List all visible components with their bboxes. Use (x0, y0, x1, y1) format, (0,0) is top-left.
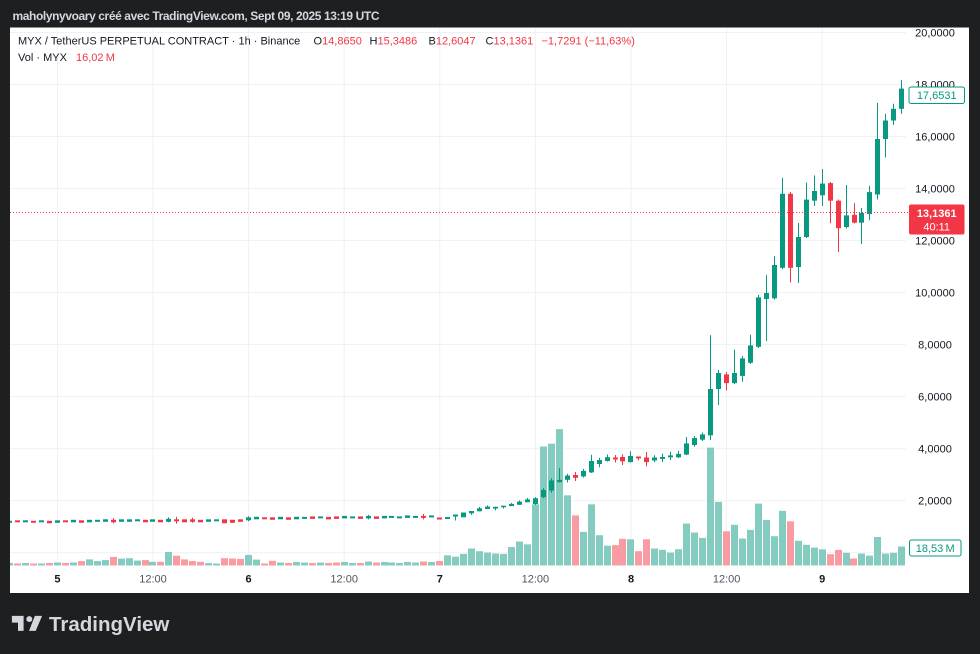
svg-text:6: 6 (246, 574, 252, 586)
svg-text:6,0000: 6,0000 (918, 392, 952, 404)
svg-text:12:00: 12:00 (139, 574, 167, 586)
svg-text:Vol · MYX: Vol · MYX (18, 52, 68, 64)
svg-text:MYX / TetherUS PERPETUAL CONTR: MYX / TetherUS PERPETUAL CONTRACT · 1h ·… (18, 36, 300, 48)
svg-text:13,1361: 13,1361 (917, 208, 957, 220)
svg-text:18,53 M: 18,53 M (916, 543, 955, 555)
svg-text:20,0000: 20,0000 (915, 27, 955, 39)
svg-text:2,0000: 2,0000 (918, 496, 952, 508)
svg-text:16,0000: 16,0000 (915, 131, 955, 143)
svg-text:16,02 M: 16,02 M (76, 52, 115, 64)
svg-text:12:00: 12:00 (522, 574, 550, 586)
svg-text:17,6531: 17,6531 (917, 90, 957, 102)
svg-text:10,0000: 10,0000 (915, 288, 955, 300)
svg-text:maholynyvoary créé avec Tradin: maholynyvoary créé avec TradingView.com,… (13, 9, 380, 23)
svg-text:7: 7 (437, 574, 443, 586)
svg-text:12:00: 12:00 (713, 574, 741, 586)
svg-text:8,0000: 8,0000 (918, 340, 952, 352)
svg-text:4,0000: 4,0000 (918, 444, 952, 456)
svg-text:5: 5 (54, 574, 60, 586)
svg-text:TradingView: TradingView (49, 613, 169, 636)
svg-text:40:11: 40:11 (923, 221, 950, 233)
svg-text:12:00: 12:00 (330, 574, 358, 586)
svg-text:9: 9 (819, 574, 825, 586)
svg-text:14,0000: 14,0000 (915, 184, 955, 196)
svg-text:8: 8 (628, 574, 634, 586)
svg-text:12,0000: 12,0000 (915, 236, 955, 248)
